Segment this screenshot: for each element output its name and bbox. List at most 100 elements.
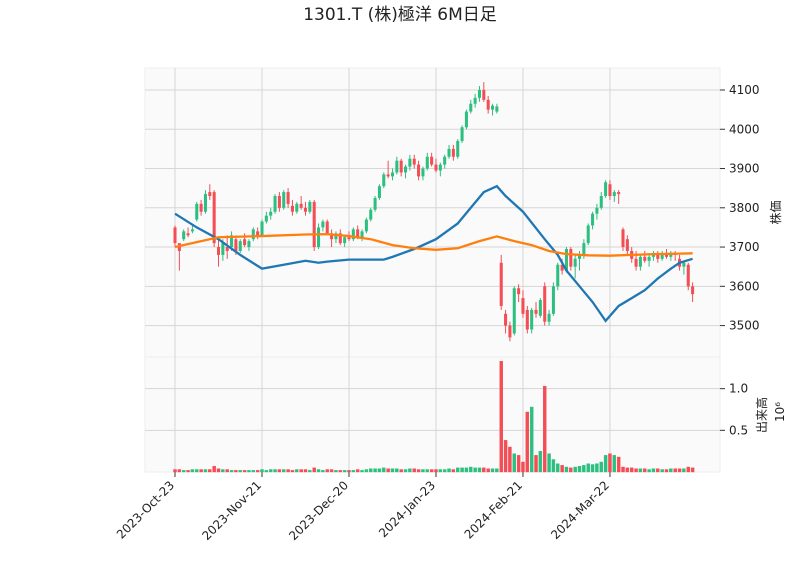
candle-body xyxy=(308,201,312,212)
volume-bar xyxy=(186,470,190,473)
volume-bar xyxy=(438,469,443,473)
candle-body xyxy=(408,158,412,167)
volume-axis-label: 出来高 xyxy=(754,397,769,433)
candle-body xyxy=(573,258,577,267)
volume-bar xyxy=(225,469,229,473)
candle-body xyxy=(373,197,377,210)
volume-bar xyxy=(499,360,503,473)
volume-bar xyxy=(238,470,242,473)
candle-body xyxy=(303,207,308,212)
volume-bar xyxy=(273,469,277,473)
candle-body xyxy=(534,309,538,314)
volume-bar xyxy=(377,468,382,473)
candle-body xyxy=(564,249,568,271)
candle-body xyxy=(343,237,347,244)
volume-bar xyxy=(429,469,434,473)
y-tick-label: 3800 xyxy=(729,201,760,215)
candle-body xyxy=(517,288,521,295)
volume-bar xyxy=(316,469,321,473)
volume-bar xyxy=(221,469,225,473)
candle-body xyxy=(499,262,503,306)
volume-bar xyxy=(569,467,573,473)
volume-bar xyxy=(234,470,238,473)
candle-body xyxy=(412,158,416,165)
candle-body xyxy=(647,256,651,261)
candle-body xyxy=(551,286,555,314)
candle-body xyxy=(608,184,612,197)
candle-body xyxy=(269,211,273,216)
volume-bar xyxy=(351,470,356,473)
y-tick-label: 3500 xyxy=(729,319,760,333)
candle-body xyxy=(390,172,395,177)
candle-body xyxy=(508,325,512,338)
candle-body xyxy=(434,164,438,171)
volume-bar xyxy=(412,468,416,473)
candle-body xyxy=(360,231,364,238)
volume-bar xyxy=(508,446,512,473)
volume-bar xyxy=(603,455,608,473)
candle-body xyxy=(238,241,242,251)
volume-bar xyxy=(456,467,460,473)
volume-bar xyxy=(495,468,499,473)
candle-body xyxy=(212,192,216,244)
volume-bar xyxy=(177,469,182,473)
volume-bar xyxy=(573,466,577,473)
candle-body xyxy=(421,168,425,177)
y-tick-label: 4000 xyxy=(729,122,760,136)
volume-bar xyxy=(308,470,312,473)
volume-bar xyxy=(547,453,551,473)
candle-body xyxy=(625,239,629,251)
x-tick-label: 2024-Feb-21 xyxy=(462,478,525,541)
candle-body xyxy=(369,209,373,220)
candle-body xyxy=(547,313,551,322)
volume-bar xyxy=(447,468,451,473)
candle-body xyxy=(351,229,355,240)
volume-bar xyxy=(564,466,569,473)
volume-bar xyxy=(264,470,269,473)
candle-body xyxy=(216,247,221,255)
candle-body xyxy=(221,243,225,255)
volume-bar xyxy=(525,411,530,473)
y-axis-label: 株価 xyxy=(768,200,783,224)
volume-bar xyxy=(534,455,538,473)
volume-bar xyxy=(503,440,508,473)
volume-bar xyxy=(299,469,303,473)
candle-body xyxy=(382,174,386,187)
volume-bar xyxy=(464,467,469,473)
volume-bar xyxy=(516,455,521,473)
volume-bar xyxy=(690,467,695,473)
y-tick-label: 4100 xyxy=(729,83,760,97)
candle-body xyxy=(451,148,455,157)
volume-bar xyxy=(325,469,329,473)
volume-bar xyxy=(647,469,651,473)
volume-bar xyxy=(686,466,690,473)
y-tick-label: 3900 xyxy=(729,162,760,176)
candle-body xyxy=(186,233,190,236)
candle-body xyxy=(460,127,464,142)
candle-body xyxy=(586,225,590,244)
volume-bar xyxy=(529,406,534,473)
volume-bar xyxy=(425,469,430,473)
candle-body xyxy=(612,192,616,197)
volume-bar xyxy=(173,469,177,473)
moving-average xyxy=(174,232,693,257)
x-tick-label: 2024-Jan-23 xyxy=(376,478,438,540)
volume-panel xyxy=(144,356,721,473)
volume-bar xyxy=(599,461,603,473)
volume-bar xyxy=(303,469,308,473)
candle-body xyxy=(656,252,660,259)
volume-bar xyxy=(334,470,338,473)
candle-body xyxy=(582,243,586,255)
candle-body xyxy=(525,309,529,330)
candle-body xyxy=(682,262,686,267)
candle-body xyxy=(295,203,299,212)
candle-body xyxy=(464,111,468,128)
volume-bar xyxy=(682,468,686,473)
candle-body xyxy=(386,174,390,177)
volume-bar xyxy=(386,468,390,473)
candle-body xyxy=(260,221,264,236)
candle-body xyxy=(312,201,316,248)
candle-body xyxy=(225,247,229,251)
candle-body xyxy=(251,229,255,240)
candle-body xyxy=(577,254,582,259)
